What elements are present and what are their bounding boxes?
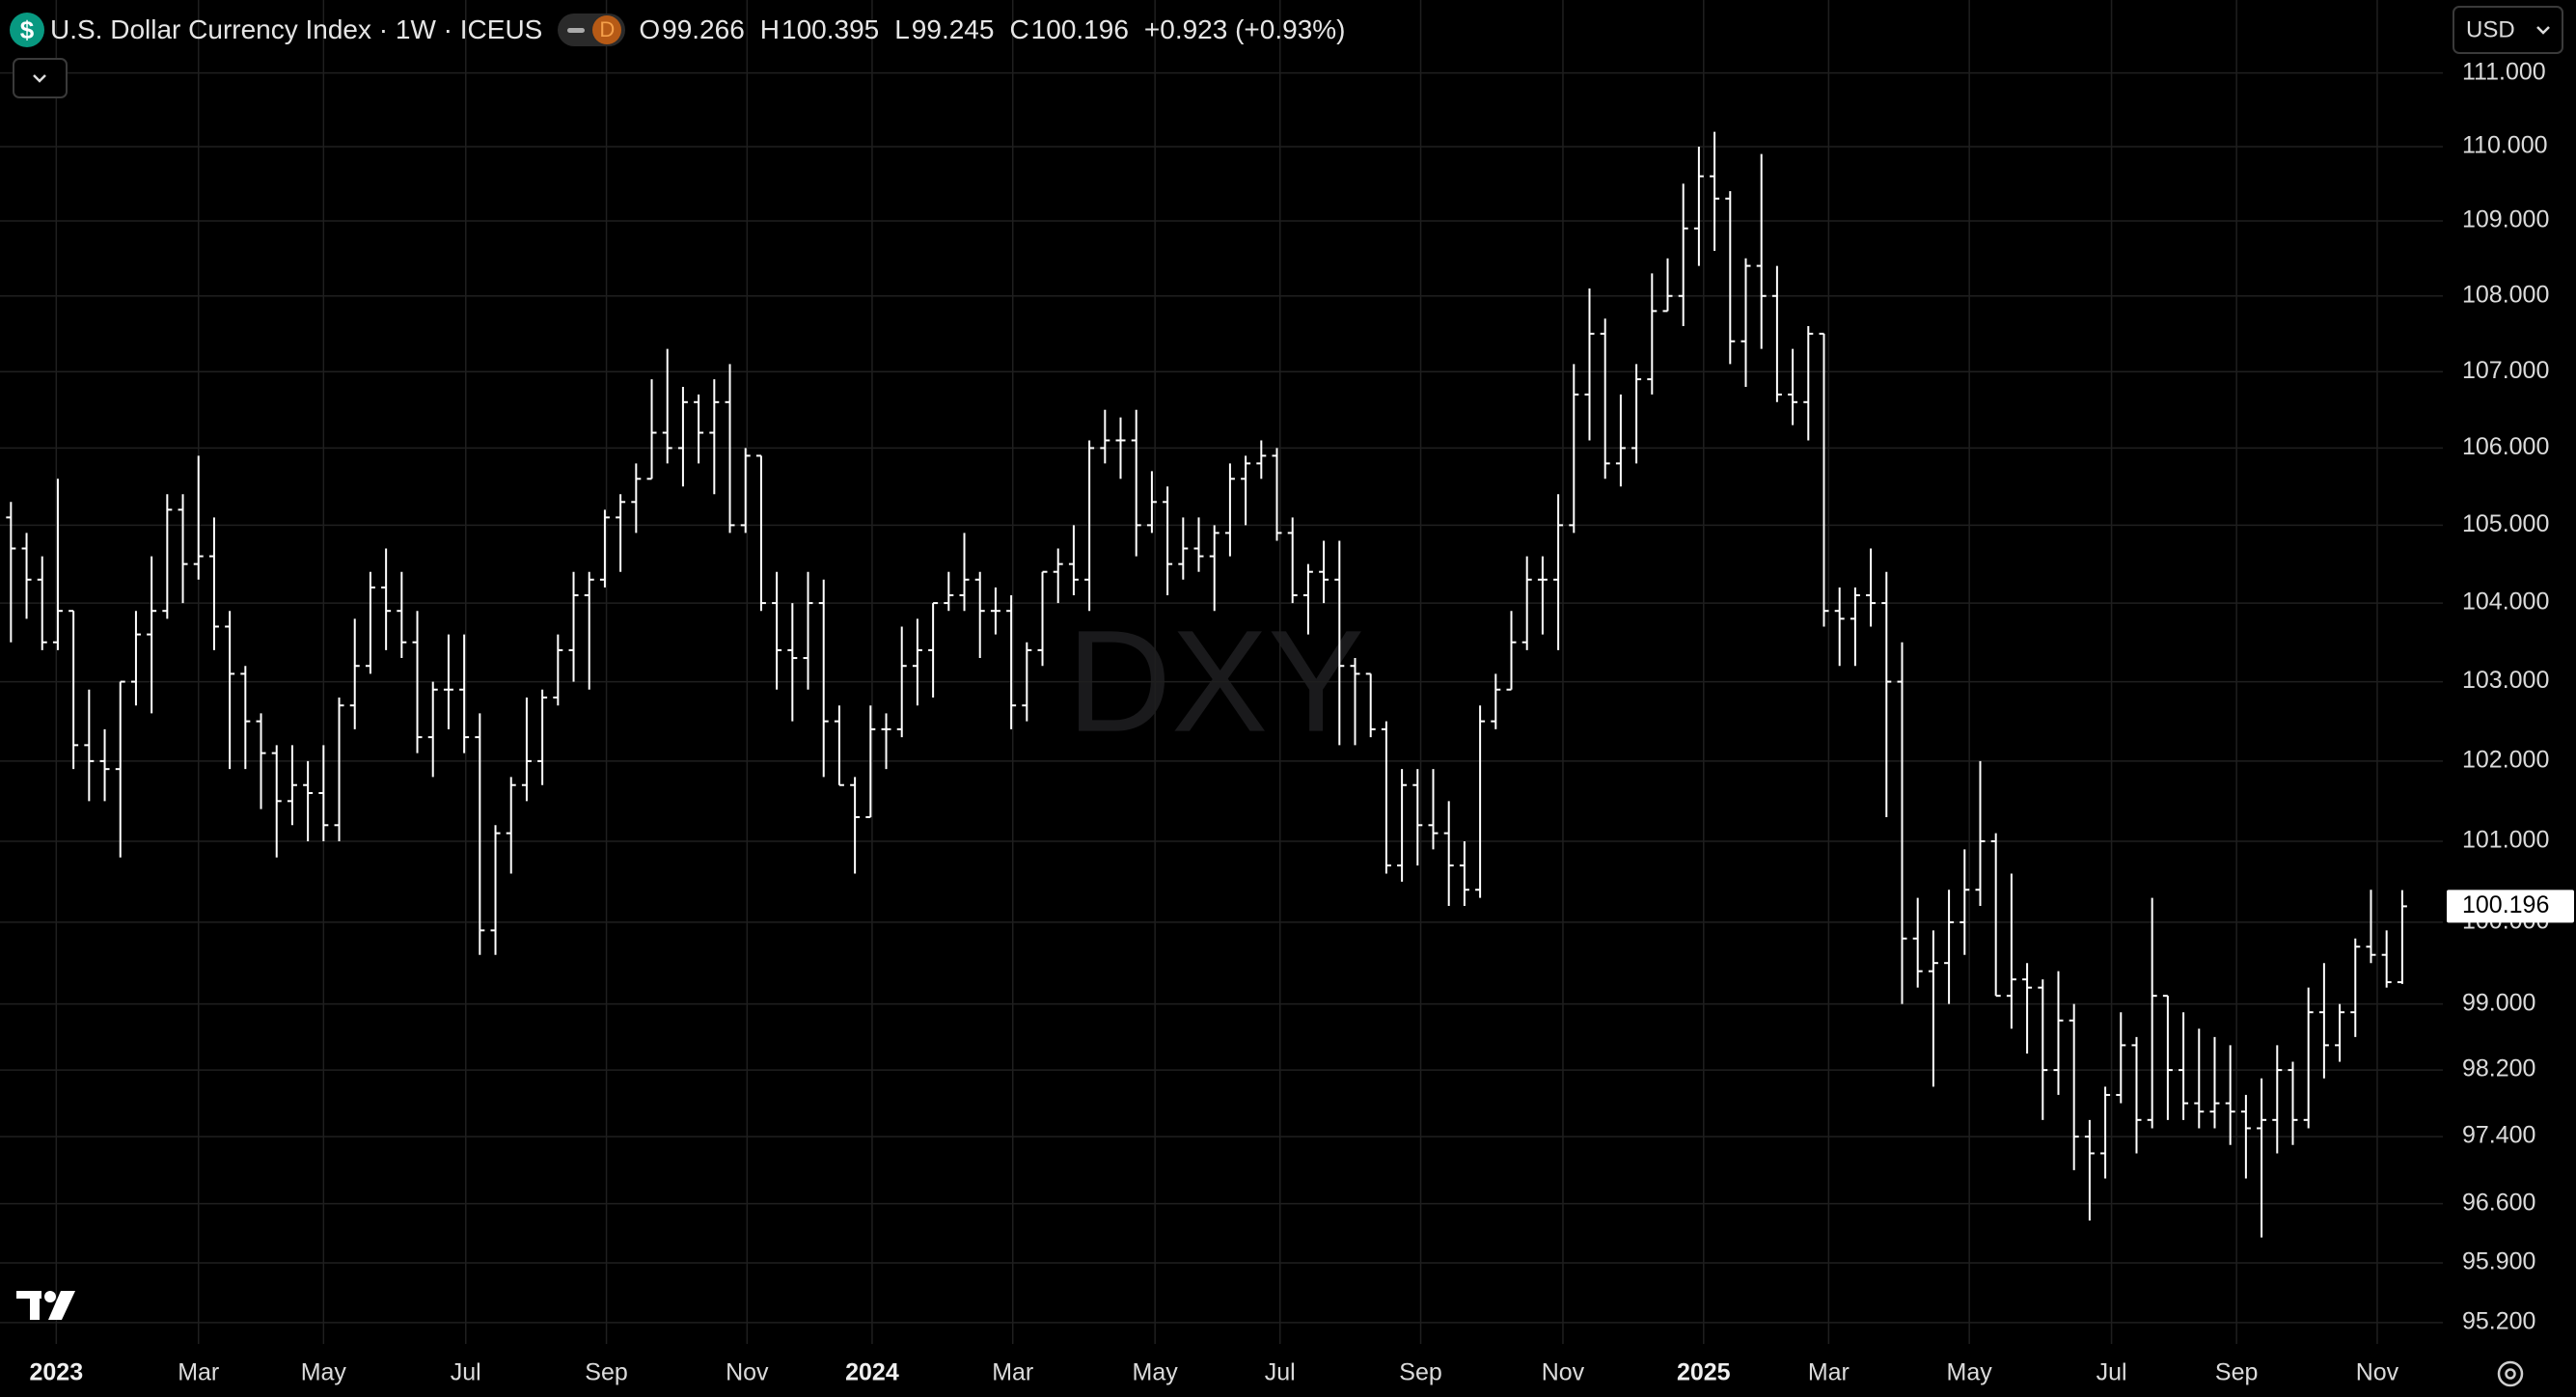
x-tick-label: Mar (992, 1359, 1033, 1386)
y-tick-label: 107.000 (2462, 357, 2549, 384)
close-value: 100.196 (1030, 14, 1129, 44)
logo-part (16, 1291, 41, 1299)
x-tick-label: Mar (1808, 1359, 1850, 1386)
x-tick-label: Jul (451, 1359, 481, 1386)
open-value: 99.266 (662, 14, 745, 44)
status-pill[interactable]: D (558, 14, 626, 46)
legend-header: $ U.S. Dollar Currency Index · 1W · ICEU… (10, 10, 1345, 50)
high-label: H (759, 14, 780, 44)
change-value: +0.923 (+0.93%) (1143, 14, 1346, 44)
watermark: DXY (1067, 600, 1364, 762)
open-label: O (639, 14, 661, 44)
high-value: 100.395 (781, 14, 880, 44)
close-label: C (1009, 14, 1029, 44)
bars (6, 131, 2407, 1238)
gear-ring (2497, 1360, 2524, 1387)
chevron-icon (33, 74, 46, 83)
x-tick-label: Mar (178, 1359, 219, 1386)
gear-hub (2505, 1368, 2516, 1380)
currency-button[interactable] (2453, 6, 2563, 54)
status-dash (567, 27, 586, 33)
logo-part (44, 1291, 56, 1302)
grid (0, 0, 2443, 1344)
low-label: L (894, 14, 910, 44)
y-tick-label: 102.000 (2462, 746, 2549, 773)
y-tick-label: 111.000 (2462, 58, 2546, 85)
x-tick-label: Nov (2356, 1359, 2399, 1386)
x-tick-label: May (1947, 1359, 1993, 1386)
last-price-box (2447, 890, 2574, 923)
x-tick-label: Sep (2215, 1359, 2258, 1386)
chevron-icon (2536, 26, 2550, 35)
symbol-icon: $ (10, 13, 44, 47)
y-tick-label: 97.400 (2462, 1122, 2535, 1149)
y-tick-label: 106.000 (2462, 433, 2549, 460)
currency-label: USD (2466, 16, 2515, 42)
settings-icon[interactable] (2497, 1360, 2524, 1387)
x-tick-label: May (1133, 1359, 1179, 1386)
logo-part (30, 1291, 40, 1320)
x-tick-label: May (301, 1359, 347, 1386)
x-tick-label: Jul (2096, 1359, 2127, 1386)
y-tick-label: 105.000 (2462, 510, 2549, 537)
x-tick-label: Nov (726, 1359, 769, 1386)
x-tick-label: 2023 (30, 1359, 84, 1386)
x-tick-label: 2025 (1677, 1359, 1731, 1386)
symbol-title[interactable]: U.S. Dollar Currency Index · 1W · ICEUS (50, 14, 543, 44)
y-tick-label: 109.000 (2462, 206, 2549, 233)
x-tick-label: Sep (585, 1359, 627, 1386)
x-tick-label: Sep (1399, 1359, 1441, 1386)
y-tick-label: 104.000 (2462, 589, 2549, 616)
x-tick-label: 2024 (845, 1359, 899, 1386)
y-tick-label: 108.000 (2462, 281, 2549, 308)
y-tick-label: 99.000 (2462, 989, 2535, 1016)
y-tick-label: 110.000 (2462, 132, 2548, 159)
y-tick-label: 96.600 (2462, 1189, 2535, 1216)
y-tick-label: 95.200 (2462, 1307, 2535, 1334)
x-tick-label: Nov (1542, 1359, 1585, 1386)
y-tick-label: 103.000 (2462, 667, 2549, 694)
logo-part (48, 1291, 75, 1320)
y-tick-label: 95.900 (2462, 1248, 2535, 1275)
y-tick-label: 101.000 (2462, 827, 2549, 854)
collapse-button[interactable] (13, 58, 68, 98)
low-value: 99.245 (911, 14, 995, 44)
y-tick-label: 98.200 (2462, 1055, 2535, 1082)
delay-badge: D (592, 15, 622, 44)
axes: 111.000 110.000 109.000 108.000 107.000 106.0… (30, 58, 2574, 1386)
tradingview-logo (16, 1291, 75, 1320)
last-price-label: 100.196 (2462, 891, 2549, 918)
x-tick-label: Jul (1265, 1359, 1296, 1386)
